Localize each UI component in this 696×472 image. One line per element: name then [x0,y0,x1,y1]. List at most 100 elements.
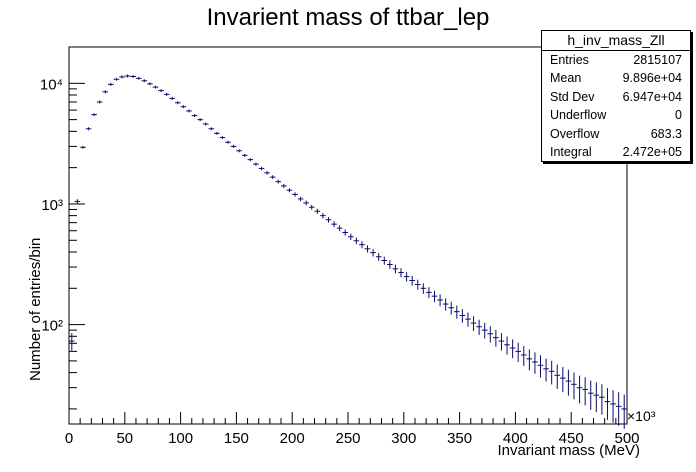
histogram-bin [610,390,616,423]
histogram-bin [147,82,153,86]
histogram-bin [565,369,572,396]
histogram-bin [314,208,321,214]
histogram-bin [509,339,516,359]
histogram-bin [476,319,482,335]
histogram-bin [253,162,259,166]
x-axis-label: Invariant mass (MeV) [497,442,640,459]
histogram-bin [275,179,282,184]
histogram-bin [532,352,538,374]
histogram-bin [225,140,231,144]
histogram-bin [241,153,248,157]
histogram-bin [236,149,242,153]
histogram-bin [208,127,215,131]
stats-box-title: h_inv_mass_Zll [542,31,690,51]
histogram-bin [621,394,627,429]
histogram-bin [202,122,209,126]
stats-label: Entries [550,53,589,67]
stats-label: Integral [550,144,592,159]
histogram-bin [398,268,404,278]
histogram-bin [437,294,443,307]
histogram-bin [135,76,142,80]
histogram-bin [582,377,588,406]
histogram-bin [163,92,170,96]
stats-row-stddev: Std Dev 6.947e+04 [542,88,690,106]
y-axis-label: Number of entries/bin [27,237,44,381]
histogram-bin [96,100,103,104]
histogram-bin [197,118,203,122]
histogram-bin [281,184,287,188]
histogram-bin [576,375,583,404]
histogram-bin [130,74,136,78]
y-tick-label: 10² [41,318,63,335]
histogram-bin [604,388,611,420]
histogram-bin [515,342,521,362]
histogram-bin [520,345,527,366]
histogram-bin [264,171,270,175]
stats-label: Overflow [550,126,600,141]
histogram-bin [342,229,348,236]
stats-row-overflow: Overflow 683.3 [542,125,690,143]
histogram-bin [91,113,97,117]
histogram-bin [431,290,438,303]
histogram-bin [85,127,92,131]
chart-title: Invarient mass of ttbar_lep [206,4,490,31]
histogram-bin [102,90,109,94]
histogram-bin [286,188,293,193]
histogram-bin [175,101,181,105]
stats-value: 0 [675,108,682,123]
histogram-bin [392,264,399,274]
histogram-bin [124,74,131,78]
y-tick-label: 10³ [41,197,63,214]
x-tick-label: 200 [280,430,305,447]
histogram-bin [409,275,415,286]
histogram-bin [454,305,460,319]
histogram-bin [587,380,594,410]
histogram-bin [381,256,388,265]
histogram-bin [470,316,477,331]
histogram-bin [141,79,148,83]
histogram-bin [269,175,276,179]
histogram-bin [459,309,466,323]
histogram-bin [387,260,393,269]
histogram-bin [426,287,432,299]
histogram-bin [348,233,354,241]
x-tick-label: 0 [65,430,73,447]
histogram-bin [219,136,226,140]
stats-row-underflow: Underflow 0 [542,106,690,124]
histogram-bin [230,144,237,148]
histogram-bin [448,301,455,315]
histogram-bin [375,253,382,261]
histogram-bin [554,364,561,389]
histogram-bin [615,392,622,426]
histogram-bin [292,192,298,197]
histogram-bin [80,145,86,149]
histogram-bin [370,249,376,257]
histogram-bin [498,333,505,351]
histogram-bin [543,358,549,382]
x-tick-label: 350 [447,430,472,447]
histogram-bin [353,237,360,245]
histogram-bin [119,75,125,79]
histogram-bin [493,329,499,347]
stats-value: 6.947e+04 [622,89,682,104]
stats-row-mean: Mean 9.896e+04 [542,69,690,87]
histogram-bin [442,298,449,311]
x-tick-label: 100 [168,430,193,447]
stats-box: h_inv_mass_Zll Entries 2815107 Mean 9.896e… [541,30,691,162]
stats-value: 9.896e+04 [622,71,682,86]
y-tick-label: 10⁴ [40,76,63,93]
histogram-bin [593,382,600,413]
histogram-bin [303,200,309,206]
stats-value: 683.3 [650,126,682,141]
histogram-bin [560,367,566,393]
x-tick-label: 50 [116,430,133,447]
histogram-bin [258,166,265,171]
histogram-bin [180,105,187,109]
histogram-bin [69,333,75,351]
histogram-bin [481,322,488,339]
histogram-bin [108,82,114,86]
stats-label: Underflow [550,108,607,123]
histogram-bin [526,349,533,371]
histogram-bin [414,279,421,290]
histogram-bin [420,283,427,294]
